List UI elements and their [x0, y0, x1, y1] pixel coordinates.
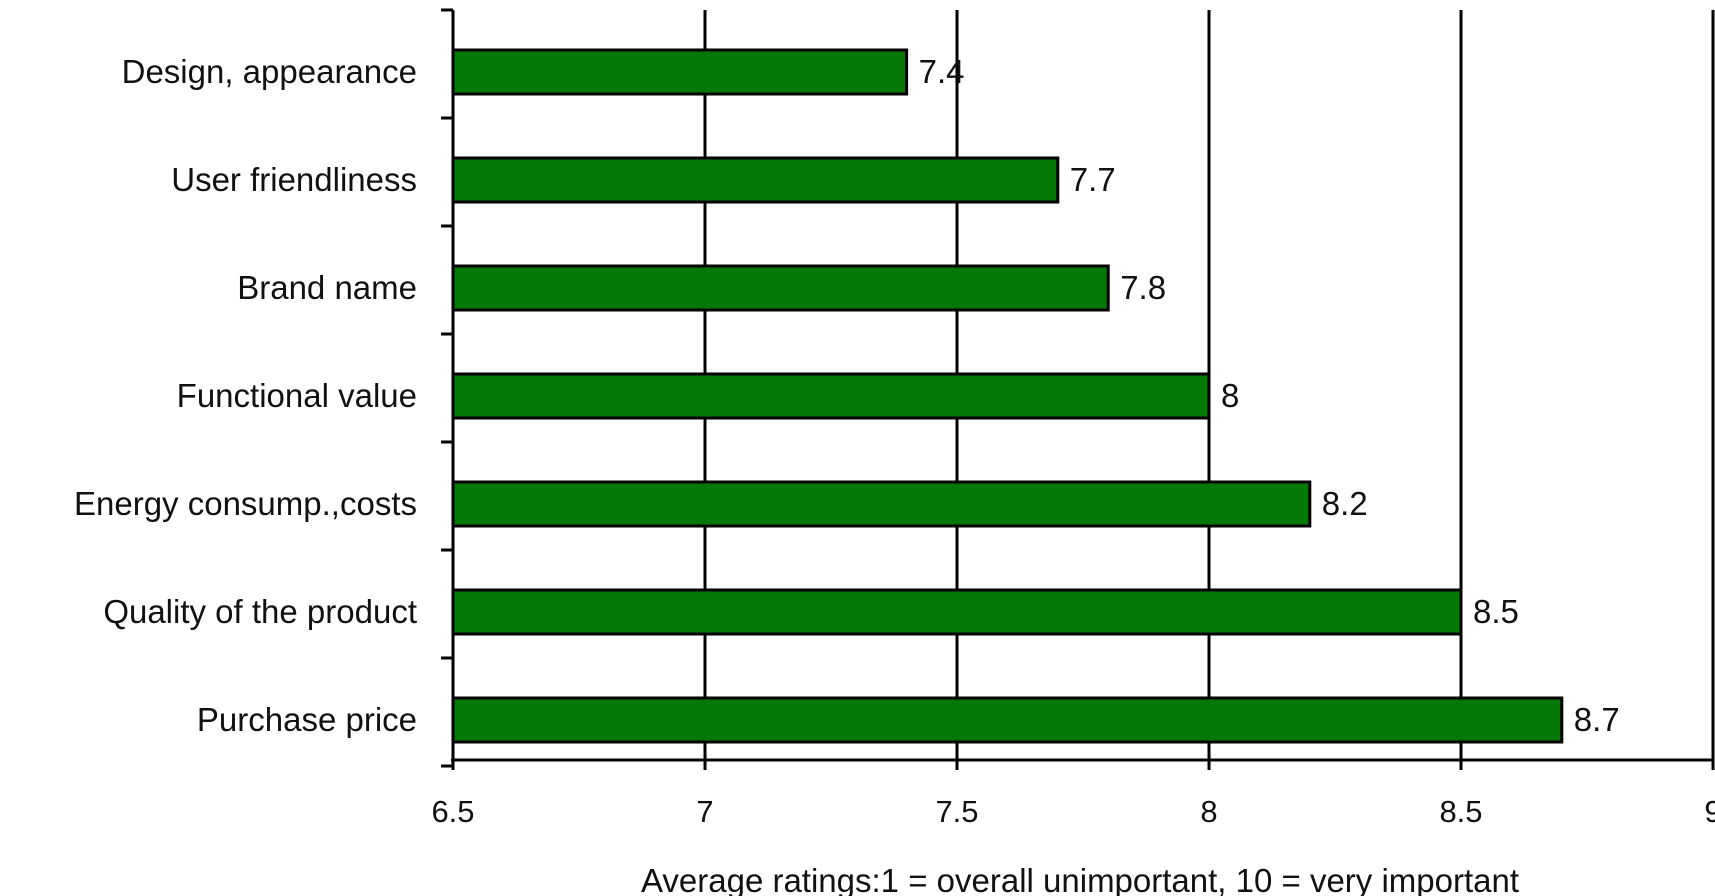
value-label: 7.4	[919, 53, 965, 90]
bar	[451, 264, 1110, 312]
bar	[451, 156, 1060, 204]
category-label: Brand name	[237, 269, 417, 306]
category-label: Quality of the product	[103, 593, 417, 630]
bar	[451, 48, 909, 96]
category-labels: Design, appearance User friendliness Brand…	[74, 53, 417, 738]
bars	[451, 48, 1564, 744]
value-label: 8.2	[1322, 485, 1368, 522]
x-tick-label: 7.5	[935, 794, 978, 829]
x-axis-title: Average ratings:1 = overall unimportant,…	[641, 862, 1519, 896]
category-label: Design, appearance	[122, 53, 417, 90]
value-label: 8.5	[1473, 593, 1519, 630]
value-label: 7.7	[1070, 161, 1116, 198]
x-tick-label: 9	[1704, 794, 1715, 829]
x-tick-label: 6.5	[431, 794, 474, 829]
value-label: 8	[1221, 377, 1239, 414]
category-label: Functional value	[177, 377, 417, 414]
x-tick-labels: 6.5 7 7.5 8 8.5 9	[431, 794, 1715, 829]
bar	[451, 480, 1312, 528]
axes	[441, 8, 1715, 770]
bar	[451, 696, 1564, 744]
bar	[451, 372, 1211, 420]
x-tick-label: 8	[1200, 794, 1217, 829]
value-label: 7.8	[1120, 269, 1166, 306]
category-label: Purchase price	[197, 701, 417, 738]
bar	[451, 588, 1463, 636]
x-tick-label: 8.5	[1439, 794, 1482, 829]
category-label: Energy consump.,costs	[74, 485, 417, 522]
value-label: 8.7	[1574, 701, 1620, 738]
value-labels: 7.4 7.7 7.8 8 8.2 8.5 8.7	[919, 53, 1620, 738]
x-tick-label: 7	[696, 794, 713, 829]
category-label: User friendliness	[171, 161, 417, 198]
